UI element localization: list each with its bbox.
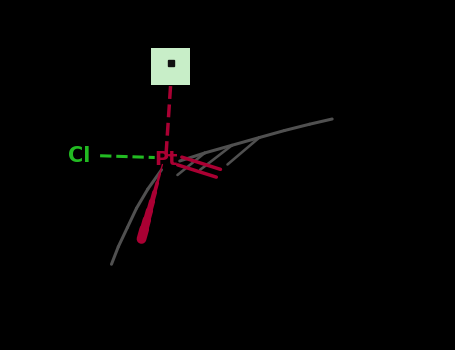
Text: Pt: Pt bbox=[154, 150, 178, 169]
FancyBboxPatch shape bbox=[151, 48, 190, 85]
Text: Cl: Cl bbox=[68, 146, 91, 166]
